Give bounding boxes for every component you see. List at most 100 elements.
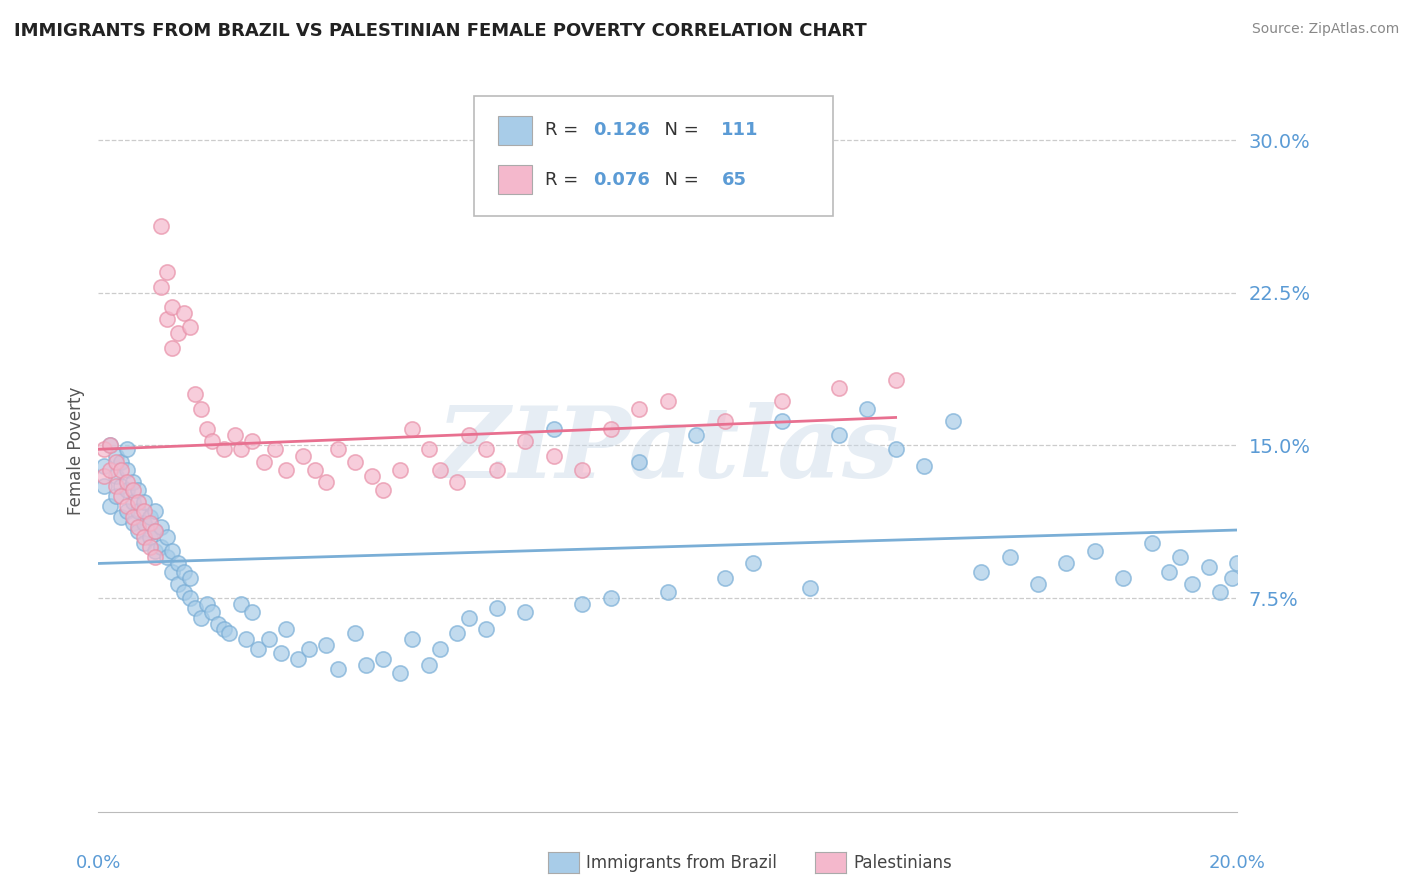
Point xyxy=(212,442,235,457)
Point xyxy=(201,605,224,619)
Point xyxy=(486,463,509,477)
Point xyxy=(132,536,155,550)
Point xyxy=(1312,550,1334,565)
Point xyxy=(600,422,623,436)
Point xyxy=(156,530,179,544)
Point xyxy=(145,544,167,558)
Point xyxy=(93,469,115,483)
Point xyxy=(942,414,965,428)
Point xyxy=(515,434,537,449)
Point xyxy=(150,279,173,293)
Point xyxy=(145,503,167,517)
Point xyxy=(240,605,263,619)
Point xyxy=(543,422,565,436)
Point xyxy=(156,312,179,326)
Point xyxy=(132,516,155,530)
Point xyxy=(162,300,184,314)
Point xyxy=(179,320,201,334)
Point xyxy=(326,662,349,676)
Point xyxy=(195,422,218,436)
Text: 65: 65 xyxy=(721,170,747,188)
Point xyxy=(714,571,737,585)
Point xyxy=(1157,565,1180,579)
Point xyxy=(150,540,173,554)
Text: Palestinians: Palestinians xyxy=(853,854,952,871)
Point xyxy=(252,455,274,469)
Point xyxy=(1237,565,1260,579)
Point xyxy=(110,479,132,493)
Point xyxy=(162,565,184,579)
Point xyxy=(229,442,252,457)
Point xyxy=(104,469,127,483)
Point xyxy=(162,544,184,558)
Text: ZIPatlas: ZIPatlas xyxy=(437,402,898,499)
Text: 0.0%: 0.0% xyxy=(76,854,121,871)
Point xyxy=(884,373,907,387)
Text: Source: ZipAtlas.com: Source: ZipAtlas.com xyxy=(1251,22,1399,37)
Point xyxy=(326,442,349,457)
Point xyxy=(212,622,235,636)
Point xyxy=(1181,576,1204,591)
Point xyxy=(98,500,121,514)
Point xyxy=(121,495,143,509)
Point xyxy=(167,557,190,571)
Point xyxy=(1140,536,1163,550)
Point xyxy=(998,550,1021,565)
Point xyxy=(150,219,173,233)
Point xyxy=(429,641,451,656)
Point xyxy=(714,414,737,428)
Point xyxy=(235,632,257,646)
Point xyxy=(1357,285,1379,300)
Point xyxy=(292,449,315,463)
Point xyxy=(127,524,149,538)
Point xyxy=(115,483,138,497)
Text: N =: N = xyxy=(652,170,704,188)
Point xyxy=(98,463,121,477)
FancyBboxPatch shape xyxy=(474,96,832,216)
Point xyxy=(1334,557,1357,571)
Point xyxy=(1265,442,1288,457)
Point xyxy=(429,463,451,477)
Point xyxy=(457,611,479,625)
Point xyxy=(343,625,366,640)
Point xyxy=(343,455,366,469)
Point xyxy=(127,483,149,497)
Point xyxy=(162,341,184,355)
Point xyxy=(657,585,679,599)
Point xyxy=(970,565,993,579)
Point xyxy=(1198,560,1220,574)
Text: R =: R = xyxy=(546,170,583,188)
Point xyxy=(828,381,851,395)
Point xyxy=(132,495,155,509)
Point xyxy=(246,641,269,656)
Point xyxy=(127,495,149,509)
Point xyxy=(571,463,593,477)
Point xyxy=(110,455,132,469)
Point xyxy=(115,500,138,514)
Text: 111: 111 xyxy=(721,121,759,139)
Point xyxy=(628,455,651,469)
Text: R =: R = xyxy=(546,121,583,139)
Point xyxy=(1346,442,1368,457)
Point xyxy=(138,530,160,544)
Point xyxy=(138,540,160,554)
Point xyxy=(229,597,252,611)
FancyBboxPatch shape xyxy=(498,165,533,194)
Point xyxy=(1323,576,1346,591)
Point xyxy=(179,591,201,605)
Point xyxy=(104,479,127,493)
Point xyxy=(373,652,395,666)
Text: 0.126: 0.126 xyxy=(593,121,650,139)
Point xyxy=(150,520,173,534)
Point xyxy=(515,605,537,619)
Point xyxy=(685,428,707,442)
Point xyxy=(115,475,138,489)
Point xyxy=(543,449,565,463)
Point xyxy=(156,550,179,565)
Point xyxy=(1284,536,1306,550)
Point xyxy=(315,638,337,652)
Point xyxy=(1254,550,1277,565)
Point xyxy=(884,442,907,457)
Point xyxy=(93,479,115,493)
Point xyxy=(138,509,160,524)
